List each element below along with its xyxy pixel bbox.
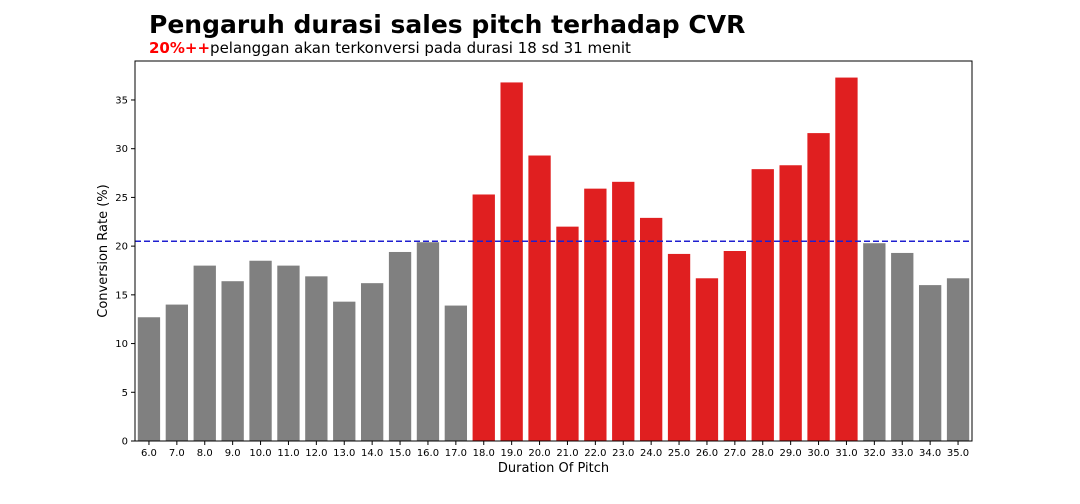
- x-tick-label: 34.0: [919, 448, 941, 459]
- x-tick-label: 35.0: [947, 448, 969, 459]
- bar-28.0: [751, 169, 774, 441]
- x-tick-label: 16.0: [417, 448, 439, 459]
- bar-24.0: [639, 217, 663, 441]
- y-ticks-group: 0 5 10 15 20 25 30 35: [115, 95, 135, 448]
- bar-34.0: [918, 285, 942, 441]
- x-tick-label: 31.0: [835, 448, 857, 459]
- bar-19.0: [500, 82, 523, 441]
- x-tick-label: 18.0: [473, 448, 495, 459]
- bar-22.0: [584, 188, 607, 441]
- bar-9.0: [221, 281, 244, 441]
- x-tick-label: 33.0: [891, 448, 913, 459]
- chart-title: Pengaruh durasi sales pitch terhadap CVR: [149, 10, 746, 39]
- x-tick-label: 30.0: [807, 448, 829, 459]
- bar-31.0: [835, 77, 858, 442]
- bar-8.0: [193, 265, 216, 441]
- bar-7.0: [165, 304, 189, 441]
- x-tick-label: 9.0: [225, 448, 241, 459]
- y-tick-label: 20: [115, 242, 128, 253]
- bar-13.0: [333, 301, 356, 441]
- y-tick-label: 35: [115, 95, 128, 106]
- x-tick-label: 20.0: [528, 448, 550, 459]
- y-tick-label: 25: [115, 193, 128, 204]
- bar-14.0: [360, 283, 384, 441]
- x-tick-label: 24.0: [640, 448, 662, 459]
- x-tick-label: 25.0: [668, 448, 690, 459]
- x-axis-label: Duration Of Pitch: [498, 461, 609, 476]
- bar-23.0: [612, 181, 635, 442]
- bar-12.0: [305, 276, 328, 441]
- y-tick-label: 0: [122, 437, 128, 448]
- subtitle-highlight: 20%++: [149, 39, 211, 57]
- x-tick-label: 27.0: [724, 448, 746, 459]
- x-tick-label: 14.0: [361, 448, 383, 459]
- bar-16.0: [416, 242, 440, 441]
- x-tick-label: 12.0: [305, 448, 327, 459]
- bar-32.0: [863, 243, 886, 441]
- x-tick-label: 8.0: [197, 448, 213, 459]
- x-tick-label: 28.0: [752, 448, 774, 459]
- bar-15.0: [388, 251, 412, 441]
- x-tick-label: 6.0: [141, 448, 157, 459]
- bar-33.0: [891, 252, 914, 441]
- bar-18.0: [472, 194, 495, 441]
- x-tick-label: 17.0: [445, 448, 467, 459]
- subtitle-text: pelanggan akan terkonversi pada durasi 1…: [210, 39, 631, 57]
- x-tick-label: 13.0: [333, 448, 355, 459]
- x-tick-label: 10.0: [249, 448, 271, 459]
- bar-11.0: [277, 265, 300, 441]
- x-tick-label: 23.0: [612, 448, 634, 459]
- bar-25.0: [667, 253, 691, 441]
- x-tick-label: 21.0: [556, 448, 578, 459]
- x-tick-label: 19.0: [501, 448, 523, 459]
- y-tick-label: 10: [115, 339, 128, 350]
- bars-group: [137, 77, 970, 442]
- y-tick-label: 5: [122, 388, 128, 399]
- bar-29.0: [779, 165, 802, 441]
- y-tick-label: 30: [115, 144, 128, 155]
- y-axis-label: Conversion Rate (%): [96, 184, 111, 317]
- x-tick-label: 32.0: [863, 448, 885, 459]
- x-tick-label: 15.0: [389, 448, 411, 459]
- bar-20.0: [528, 155, 551, 441]
- bar-17.0: [444, 305, 468, 441]
- x-tick-label: 11.0: [277, 448, 299, 459]
- bar-6.0: [137, 317, 161, 441]
- x-ticks-group: 6.0 7.0 8.0 9.0 10.0 11.0 12.0 13.0 14.0 15.0 16.0…: [141, 441, 969, 459]
- plot-frame: [134, 60, 973, 442]
- x-tick-label: 26.0: [696, 448, 718, 459]
- bar-35.0: [946, 278, 970, 441]
- bar-30.0: [807, 133, 830, 441]
- x-tick-label: 7.0: [169, 448, 185, 459]
- bar-27.0: [723, 251, 747, 441]
- bar-26.0: [695, 278, 719, 441]
- x-tick-label: 22.0: [584, 448, 606, 459]
- bar-21.0: [556, 226, 579, 441]
- bar-10.0: [249, 260, 272, 441]
- chart-subtitle: 20%++pelanggan akan terkonversi pada dur…: [149, 39, 631, 57]
- x-tick-label: 29.0: [780, 448, 802, 459]
- y-tick-label: 15: [115, 290, 128, 301]
